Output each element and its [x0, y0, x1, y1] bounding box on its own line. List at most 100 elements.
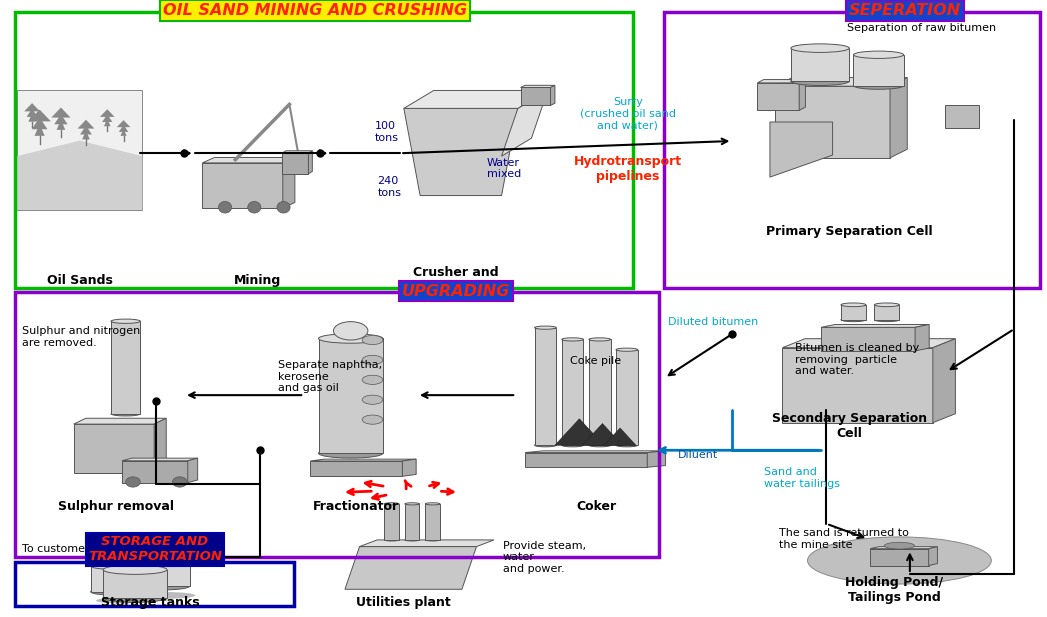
Polygon shape: [775, 86, 890, 158]
Text: The sand is returned to
the mine site: The sand is returned to the mine site: [779, 528, 909, 550]
Ellipse shape: [562, 444, 583, 447]
Polygon shape: [17, 141, 142, 210]
Text: Water
mixed: Water mixed: [487, 158, 521, 180]
Polygon shape: [604, 428, 636, 445]
Ellipse shape: [790, 44, 849, 52]
Polygon shape: [73, 418, 166, 424]
Polygon shape: [525, 451, 666, 453]
Text: Storage tanks: Storage tanks: [102, 595, 200, 608]
Polygon shape: [404, 91, 548, 109]
Polygon shape: [118, 125, 129, 132]
Polygon shape: [282, 153, 309, 174]
Ellipse shape: [616, 444, 638, 447]
Text: Provide steam,
water
and power.: Provide steam, water and power.: [503, 541, 585, 574]
Polygon shape: [853, 55, 904, 86]
Polygon shape: [51, 107, 70, 118]
Polygon shape: [841, 305, 866, 320]
Polygon shape: [616, 350, 638, 445]
Ellipse shape: [362, 336, 383, 345]
Ellipse shape: [874, 318, 899, 321]
Ellipse shape: [874, 303, 899, 307]
Ellipse shape: [853, 51, 904, 59]
Ellipse shape: [219, 202, 231, 213]
Polygon shape: [402, 459, 416, 476]
Ellipse shape: [535, 326, 556, 329]
Text: Hydrotransport
pipelines: Hydrotransport pipelines: [574, 154, 682, 183]
Polygon shape: [187, 458, 198, 482]
Polygon shape: [133, 555, 191, 586]
Polygon shape: [647, 451, 666, 467]
Ellipse shape: [535, 444, 556, 447]
Text: Holding Pond/
Tailings Pond: Holding Pond/ Tailings Pond: [845, 576, 943, 604]
Ellipse shape: [111, 319, 140, 323]
Bar: [15, 561, 294, 607]
Ellipse shape: [853, 82, 904, 89]
Polygon shape: [359, 540, 494, 547]
Polygon shape: [202, 157, 295, 163]
Text: Coker: Coker: [577, 500, 617, 513]
Text: SEPERATION: SEPERATION: [848, 3, 961, 18]
Polygon shape: [154, 418, 166, 473]
Ellipse shape: [318, 449, 383, 458]
Ellipse shape: [405, 539, 420, 541]
Polygon shape: [120, 129, 127, 136]
Polygon shape: [28, 114, 36, 122]
Polygon shape: [202, 163, 283, 208]
Ellipse shape: [133, 582, 191, 590]
Polygon shape: [757, 83, 799, 110]
Polygon shape: [80, 126, 92, 135]
Ellipse shape: [425, 539, 440, 541]
Polygon shape: [103, 114, 112, 122]
Polygon shape: [35, 124, 45, 136]
Polygon shape: [111, 321, 140, 414]
Text: UPGRADING: UPGRADING: [401, 284, 510, 299]
Polygon shape: [520, 88, 551, 106]
Polygon shape: [384, 504, 399, 540]
Polygon shape: [57, 120, 65, 130]
Ellipse shape: [318, 334, 383, 343]
Ellipse shape: [425, 503, 440, 505]
Polygon shape: [26, 109, 38, 117]
Ellipse shape: [562, 338, 583, 341]
Ellipse shape: [588, 444, 610, 447]
Text: Separation of raw bitumen: Separation of raw bitumen: [847, 23, 997, 33]
Polygon shape: [790, 48, 849, 81]
Ellipse shape: [91, 563, 137, 569]
Ellipse shape: [333, 321, 367, 340]
Polygon shape: [525, 453, 647, 467]
Ellipse shape: [841, 303, 866, 307]
Ellipse shape: [103, 593, 168, 602]
Polygon shape: [821, 325, 929, 327]
Ellipse shape: [588, 338, 610, 341]
Text: Utilities plant: Utilities plant: [356, 595, 451, 608]
Polygon shape: [122, 458, 198, 461]
Ellipse shape: [362, 395, 383, 404]
Polygon shape: [890, 78, 908, 158]
Polygon shape: [28, 110, 51, 122]
Ellipse shape: [362, 355, 383, 365]
Polygon shape: [582, 423, 623, 445]
Polygon shape: [870, 549, 929, 566]
Polygon shape: [122, 461, 187, 482]
Text: Sulphur removal: Sulphur removal: [59, 500, 174, 513]
Polygon shape: [309, 151, 312, 174]
Polygon shape: [770, 122, 832, 177]
Ellipse shape: [91, 589, 137, 595]
Text: Separate naphtha,
kerosene
and gas oil: Separate naphtha, kerosene and gas oil: [279, 360, 382, 394]
Polygon shape: [588, 339, 610, 445]
Bar: [15, 292, 660, 557]
Polygon shape: [318, 339, 383, 453]
Ellipse shape: [405, 503, 420, 505]
Polygon shape: [99, 109, 114, 117]
Polygon shape: [54, 114, 68, 124]
Text: Coke pile: Coke pile: [571, 357, 622, 366]
Polygon shape: [915, 325, 929, 351]
Ellipse shape: [841, 318, 866, 321]
Polygon shape: [344, 547, 476, 589]
Text: Sulphur and nitrogen
are removed.: Sulphur and nitrogen are removed.: [22, 326, 140, 348]
Ellipse shape: [138, 592, 196, 598]
Text: Primary Separation Cell: Primary Separation Cell: [766, 225, 933, 238]
Text: Sand and
water tailings: Sand and water tailings: [763, 467, 840, 489]
Polygon shape: [782, 347, 933, 423]
Ellipse shape: [248, 202, 261, 213]
